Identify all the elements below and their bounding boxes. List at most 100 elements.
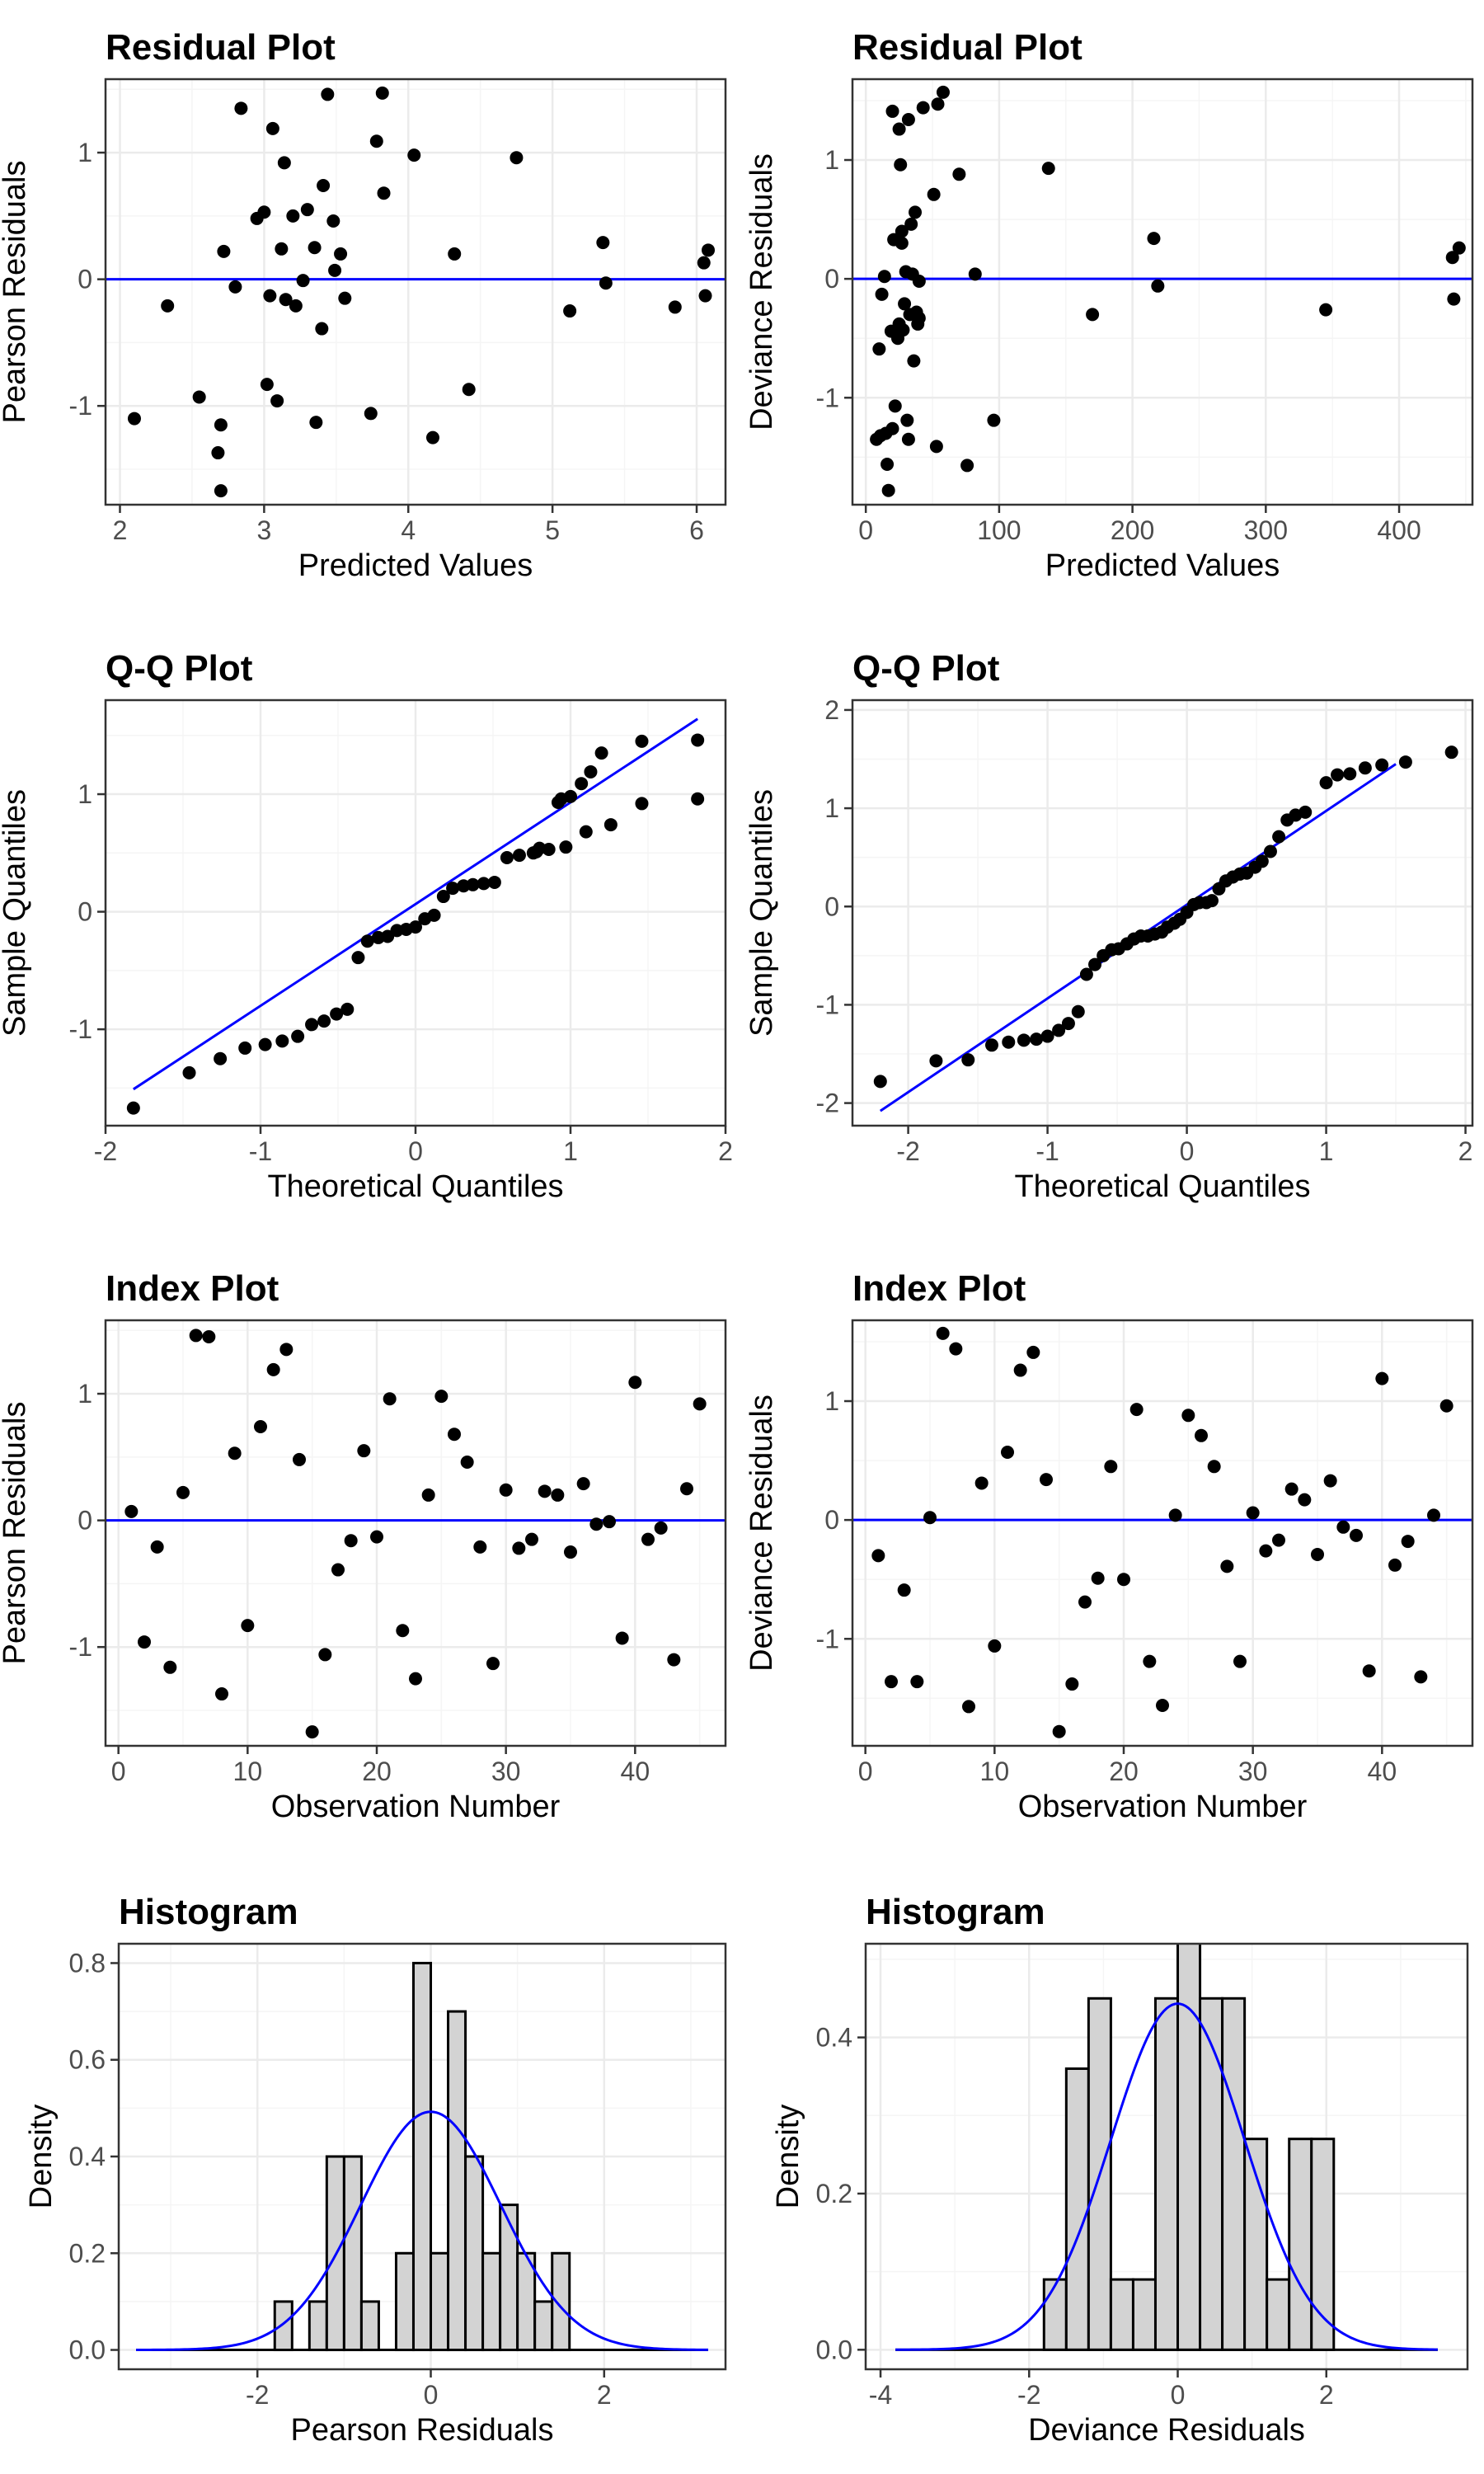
data-point bbox=[370, 1530, 383, 1544]
chart-panel-4: -2 -1 0 1 2 -2 -1 0 1 2 Q-Q Plot Theoretical Quanti… bbox=[744, 648, 1474, 1204]
y-tick-label: -1 bbox=[69, 1014, 92, 1044]
x-tick-label: 0 bbox=[1180, 1136, 1195, 1166]
y-tick-label: 1 bbox=[824, 1386, 839, 1416]
plot-area bbox=[106, 1329, 726, 1739]
x-tick-label: 2 bbox=[1319, 2380, 1334, 2410]
x-axis-ticks: 0 10 20 30 40 bbox=[858, 1746, 1397, 1786]
data-point bbox=[1444, 745, 1458, 760]
x-tick-label: 5 bbox=[545, 515, 560, 545]
panel-border bbox=[864, 1942, 1469, 2371]
panel-border bbox=[851, 698, 1474, 1127]
data-point bbox=[466, 877, 480, 891]
data-point bbox=[936, 85, 950, 99]
data-point bbox=[900, 413, 914, 427]
data-point bbox=[895, 224, 909, 238]
data-point bbox=[192, 390, 206, 404]
data-point bbox=[936, 1326, 950, 1340]
y-tick-label: -1 bbox=[816, 383, 839, 412]
data-point bbox=[615, 1631, 629, 1645]
data-point bbox=[214, 1051, 228, 1065]
data-point bbox=[473, 1540, 487, 1554]
data-point bbox=[150, 1540, 164, 1554]
histogram-bar bbox=[1064, 2067, 1090, 2351]
data-point bbox=[895, 236, 909, 250]
data-point bbox=[1156, 1698, 1169, 1712]
data-point bbox=[1091, 1571, 1105, 1585]
data-point bbox=[904, 217, 918, 231]
histogram-bar bbox=[1131, 2278, 1157, 2351]
data-point bbox=[584, 764, 598, 778]
data-point bbox=[360, 934, 374, 948]
minor-grid bbox=[106, 79, 726, 505]
data-point bbox=[1104, 1460, 1118, 1474]
data-point bbox=[927, 187, 941, 201]
minor-grid bbox=[852, 1320, 1472, 1746]
data-point bbox=[448, 1427, 461, 1442]
y-axis-ticks: -1 0 1 bbox=[816, 145, 852, 412]
plot-area bbox=[106, 86, 726, 498]
y-tick-label: 0.2 bbox=[69, 2238, 106, 2268]
data-point bbox=[487, 875, 501, 889]
data-point bbox=[331, 1563, 345, 1577]
y-axis-title: Pearson Residuals bbox=[0, 161, 32, 424]
y-axis-ticks: 0.0 0.2 0.4 bbox=[816, 2023, 866, 2364]
data-point bbox=[1331, 768, 1345, 782]
y-tick-label: -1 bbox=[816, 1624, 839, 1653]
data-point bbox=[275, 1034, 289, 1048]
data-point bbox=[596, 236, 610, 250]
y-tick-label: 0.8 bbox=[69, 1948, 106, 1978]
data-point bbox=[1375, 758, 1389, 772]
data-point bbox=[279, 293, 293, 307]
data-point bbox=[579, 825, 593, 839]
plot-area bbox=[126, 717, 705, 1115]
data-point bbox=[1319, 776, 1333, 790]
data-point bbox=[603, 1515, 616, 1529]
plot-area bbox=[852, 1326, 1472, 1738]
data-point bbox=[1358, 761, 1372, 775]
data-point bbox=[1151, 279, 1165, 293]
density-curve bbox=[895, 2002, 1438, 2351]
y-axis-ticks: -1 0 1 bbox=[69, 779, 106, 1044]
x-tick-label: 400 bbox=[1377, 515, 1421, 545]
chart-title: Residual Plot bbox=[852, 27, 1082, 68]
panel-border bbox=[851, 1319, 1474, 1747]
y-axis-title: Sample Quantiles bbox=[744, 789, 779, 1037]
x-tick-label: 1 bbox=[1319, 1136, 1334, 1166]
data-point bbox=[383, 1392, 397, 1406]
data-point bbox=[1336, 1520, 1350, 1534]
data-point bbox=[241, 1619, 255, 1633]
x-tick-label: 0 bbox=[111, 1757, 126, 1786]
data-point bbox=[321, 87, 335, 101]
data-point bbox=[691, 733, 705, 747]
data-point bbox=[126, 1101, 140, 1115]
panel-border bbox=[104, 78, 727, 506]
y-tick-label: 0.4 bbox=[816, 2023, 852, 2053]
x-tick-label: -2 bbox=[1017, 2380, 1040, 2410]
x-tick-label: 20 bbox=[1109, 1757, 1139, 1786]
y-tick-label: 2 bbox=[824, 695, 839, 725]
data-point bbox=[1255, 854, 1269, 868]
data-point bbox=[291, 1029, 305, 1043]
histogram-bar bbox=[1042, 2278, 1068, 2351]
chart-panel-6: 0 10 20 30 40 -1 0 1 Index Plot Observation Numbe… bbox=[744, 1268, 1474, 1824]
data-point bbox=[1061, 1017, 1075, 1031]
x-tick-label: 3 bbox=[256, 515, 271, 545]
data-point bbox=[885, 104, 899, 118]
data-point bbox=[1362, 1664, 1376, 1678]
data-point bbox=[254, 1420, 267, 1433]
data-point bbox=[702, 243, 716, 257]
data-point bbox=[228, 280, 242, 294]
y-axis-ticks: 0.0 0.2 0.4 0.6 0.8 bbox=[69, 1948, 119, 2365]
data-point bbox=[340, 1002, 355, 1016]
y-tick-label: 1 bbox=[77, 779, 92, 809]
data-point bbox=[654, 1521, 668, 1535]
data-point bbox=[338, 291, 352, 305]
data-point bbox=[434, 1390, 448, 1404]
y-tick-label: 0.0 bbox=[69, 2335, 106, 2365]
data-point bbox=[1343, 767, 1357, 781]
data-point bbox=[263, 289, 277, 303]
data-point bbox=[533, 841, 547, 855]
data-point bbox=[375, 86, 389, 100]
data-point bbox=[1375, 1371, 1389, 1385]
y-axis-title: Pearson Residuals bbox=[0, 1402, 32, 1665]
